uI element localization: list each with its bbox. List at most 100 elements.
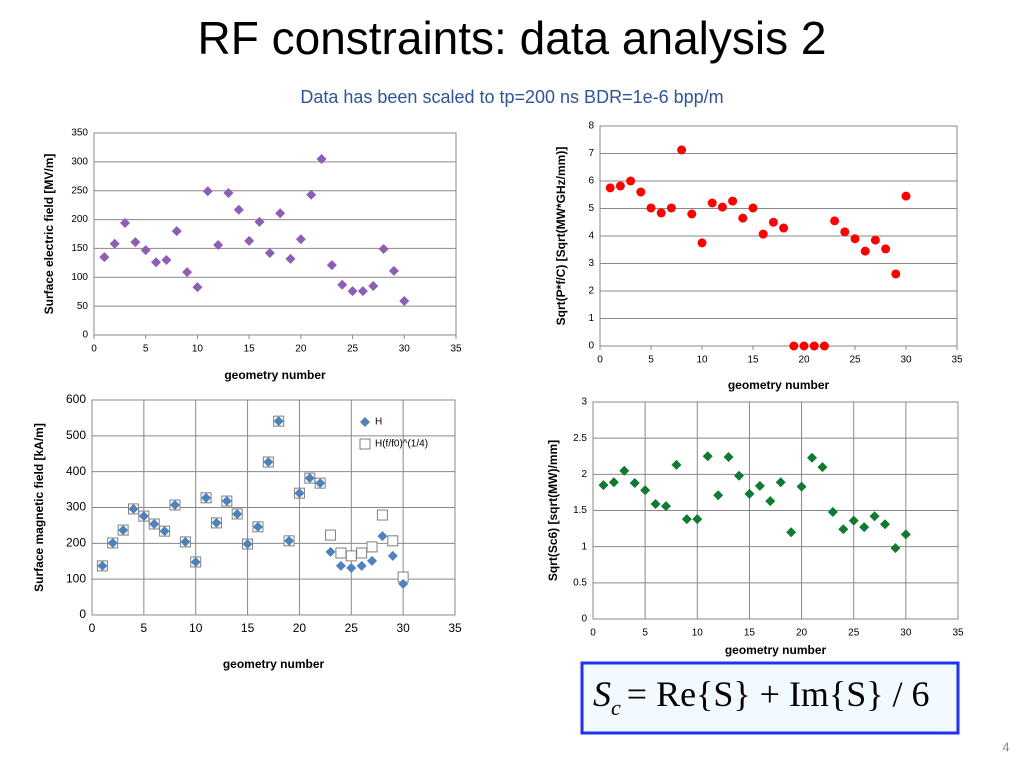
x-tick-label: 10 <box>696 355 708 366</box>
point <box>263 456 274 467</box>
formula-expression: = Re{S} + Im{S} / 6 <box>627 674 930 714</box>
point <box>677 145 687 155</box>
formula: Sc = Re{S} + Im{S} / 6 <box>593 674 930 720</box>
point <box>140 245 151 256</box>
point <box>809 341 819 351</box>
point <box>713 490 724 501</box>
point <box>398 578 409 589</box>
point <box>848 515 859 526</box>
point <box>817 462 828 473</box>
y-tick-label: 200 <box>71 214 88 225</box>
point <box>734 470 744 481</box>
y-tick-label: 0 <box>82 330 88 341</box>
x-tick-label: 15 <box>747 355 759 366</box>
point <box>789 341 799 351</box>
y-tick-label: 1.5 <box>573 505 587 516</box>
y-tick-label: 2 <box>581 469 587 480</box>
y-tick-label: 300 <box>71 156 88 167</box>
formula-box <box>580 661 960 735</box>
point <box>692 514 703 525</box>
point <box>325 546 336 557</box>
point <box>295 234 306 245</box>
y-tick-label: 200 <box>66 536 86 550</box>
point <box>347 286 358 297</box>
point <box>335 560 346 571</box>
x-tick-label: 20 <box>293 621 307 635</box>
point <box>387 550 398 561</box>
point <box>345 550 357 562</box>
point <box>890 543 901 554</box>
x-tick-label: 30 <box>396 621 410 635</box>
point <box>232 508 243 519</box>
y-tick-label: 400 <box>66 464 86 478</box>
x-tick-label: 35 <box>448 621 462 635</box>
point <box>242 539 253 550</box>
y-tick-label: 1 <box>588 313 594 324</box>
y-axis-title: Sqrt(P*f/C) [Sqrt(MW*GHz/mm)] <box>554 147 568 326</box>
slide-title: RF constraints: data analysis 2 <box>198 12 827 64</box>
point <box>264 248 275 259</box>
y-tick-label: 600 <box>66 392 86 406</box>
point <box>285 253 296 264</box>
point <box>636 187 646 197</box>
legend-marker <box>359 438 371 450</box>
point <box>109 238 120 249</box>
point <box>180 536 191 547</box>
point <box>284 535 295 546</box>
point <box>775 477 786 488</box>
point <box>901 191 911 201</box>
point <box>768 217 778 227</box>
point <box>765 496 776 507</box>
point <box>666 203 676 213</box>
point <box>661 501 671 512</box>
point <box>161 254 172 265</box>
x-tick-label: 15 <box>241 621 255 635</box>
point <box>151 257 162 268</box>
y-axis-title: Sqrt(Sc6) [sqrt(MW)/mm] <box>546 440 560 581</box>
point <box>880 519 890 530</box>
point <box>748 203 758 213</box>
point <box>656 208 666 218</box>
x-tick-label: 20 <box>796 628 808 639</box>
point <box>130 237 141 248</box>
point <box>118 525 129 536</box>
point <box>367 555 378 566</box>
point <box>171 226 182 237</box>
point <box>169 499 180 510</box>
point <box>377 531 388 542</box>
point <box>201 492 212 503</box>
point <box>830 216 840 226</box>
x-tick-label: 10 <box>692 628 704 639</box>
point <box>608 477 619 488</box>
point <box>838 524 849 535</box>
point <box>687 209 697 219</box>
point <box>357 286 368 297</box>
point <box>128 503 139 514</box>
point <box>881 244 891 254</box>
point <box>254 216 265 227</box>
point <box>275 208 286 219</box>
formula-symbol: S <box>593 674 611 714</box>
point <box>650 498 661 509</box>
point <box>356 560 367 571</box>
point <box>681 514 692 525</box>
point <box>738 213 748 223</box>
point <box>213 239 224 250</box>
y-axis-title: Surface electric field [MV/m] <box>42 154 56 315</box>
point <box>640 485 651 496</box>
x-tick-label: 5 <box>648 355 654 366</box>
legend-marker <box>360 417 370 427</box>
point <box>717 202 727 212</box>
x-tick-label: 25 <box>345 621 359 635</box>
y-tick-label: 5 <box>588 203 594 214</box>
x-axis-title: geometry number <box>223 657 325 671</box>
x-tick-label: 35 <box>951 355 963 366</box>
plot-area <box>93 132 457 336</box>
y-tick-label: 7 <box>588 148 594 159</box>
x-axis-title: geometry number <box>728 378 830 392</box>
point <box>211 517 222 528</box>
y-tick-label: 350 <box>71 128 88 139</box>
point <box>346 563 357 574</box>
point <box>891 269 901 279</box>
x-tick-label: 35 <box>450 344 462 355</box>
